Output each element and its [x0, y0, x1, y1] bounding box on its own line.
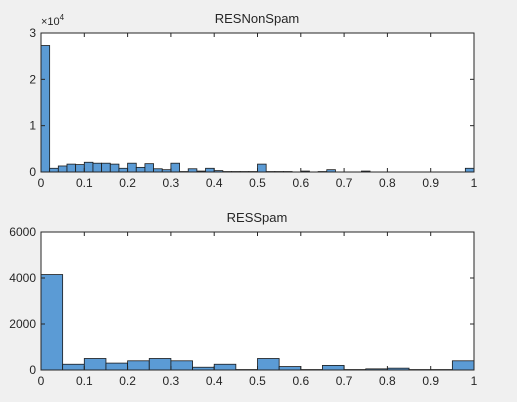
histogram-bar	[205, 167, 215, 173]
histogram-bar	[451, 360, 475, 371]
histogram-bar	[66, 163, 77, 173]
y-tick-label: 2	[29, 72, 36, 86]
histogram-bar	[148, 358, 172, 371]
axes-box	[40, 32, 475, 173]
histogram-bar	[257, 358, 280, 371]
histogram-bar	[278, 366, 302, 371]
chart-title: RESSpam	[227, 210, 288, 225]
x-tick-label: 0.1	[76, 176, 93, 190]
histogram-bar	[257, 163, 267, 173]
chart-title: RESNonSpam	[215, 11, 300, 26]
x-tick-label: 0.5	[249, 374, 266, 388]
histogram-bar	[62, 363, 85, 371]
histogram-bar	[144, 163, 154, 173]
histogram-bar	[83, 161, 94, 173]
histogram-bar	[170, 162, 180, 173]
histogram-bar	[49, 167, 59, 173]
y-tick-label: 0	[29, 363, 36, 377]
x-tick-label: 0.6	[292, 374, 309, 388]
y-tick-label: 0	[29, 165, 36, 179]
y-exponent-label: ×104	[41, 13, 65, 28]
histogram-bar	[118, 167, 129, 173]
x-tick-label: 0.9	[422, 176, 439, 190]
histogram-bar	[109, 163, 120, 173]
axes-box	[40, 231, 475, 371]
y-tick-label: 1	[29, 119, 36, 133]
y-tick-labels: 0 2000 4000 6000	[9, 225, 36, 377]
x-tick-label: 1	[471, 176, 478, 190]
x-tick-label: 0.2	[119, 374, 136, 388]
x-tick-label: 0	[38, 176, 45, 190]
axes-area	[41, 232, 474, 370]
bar-series	[40, 45, 475, 173]
histogram-bar	[322, 364, 345, 371]
x-tick-label: 0.8	[379, 176, 396, 190]
histogram-bar	[213, 363, 237, 371]
x-tick-label: 0.8	[379, 374, 396, 388]
x-tick-label: 0	[38, 374, 45, 388]
x-tick-label: 0.6	[292, 176, 309, 190]
x-tick-label: 0.5	[249, 176, 266, 190]
x-tick-label: 0.3	[163, 374, 180, 388]
y-tick-label: 3	[29, 26, 36, 40]
x-tick-labels: 0 0.1 0.2 0.3 0.4 0.5 0.6 0.7 0.8 0.9 1	[38, 374, 478, 388]
histogram-bar	[135, 166, 146, 173]
x-tick-label: 1	[471, 374, 478, 388]
x-tick-label: 0.7	[336, 374, 353, 388]
y-tick-label: 2000	[9, 317, 36, 331]
x-tick-labels: 0 0.1 0.2 0.3 0.4 0.5 0.6 0.7 0.8 0.9 1	[38, 176, 478, 190]
histogram-bar	[127, 360, 150, 371]
histogram-bar	[75, 164, 85, 173]
histogram-bar	[83, 358, 107, 371]
x-tick-label: 0.3	[163, 176, 180, 190]
histogram-bar	[127, 162, 137, 173]
histogram-bar	[40, 274, 64, 371]
x-tick-label: 0.9	[422, 374, 439, 388]
x-tick-label: 0.2	[119, 176, 136, 190]
histogram-resspam: RESSpam 0 0.1 0.2 0.3 0.4 0.5 0.6 0.7 0.8 0.9 1 0 2…	[9, 210, 477, 388]
x-tick-label: 0.4	[206, 176, 223, 190]
y-tick-label: 6000	[9, 225, 36, 239]
y-tick-label: 4000	[9, 271, 36, 285]
x-tick-label: 0.7	[336, 176, 353, 190]
histogram-resnonspam: RESNonSpam 0 0.1 0.2 0.3 0.4 0.5 0.6 0.7 0.8 0.9 1…	[29, 11, 477, 190]
histogram-bar	[464, 167, 475, 173]
axes-area	[41, 33, 474, 172]
x-tick-label: 0.1	[76, 374, 93, 388]
histogram-bar	[105, 362, 128, 371]
histogram-bar	[57, 165, 68, 173]
x-tick-label: 0.4	[206, 374, 223, 388]
histogram-bar	[170, 360, 193, 371]
histogram-bar	[92, 162, 103, 173]
histogram-bar	[40, 45, 51, 173]
y-tick-labels: 0 1 2 3	[29, 26, 36, 179]
histogram-bar	[101, 162, 111, 173]
